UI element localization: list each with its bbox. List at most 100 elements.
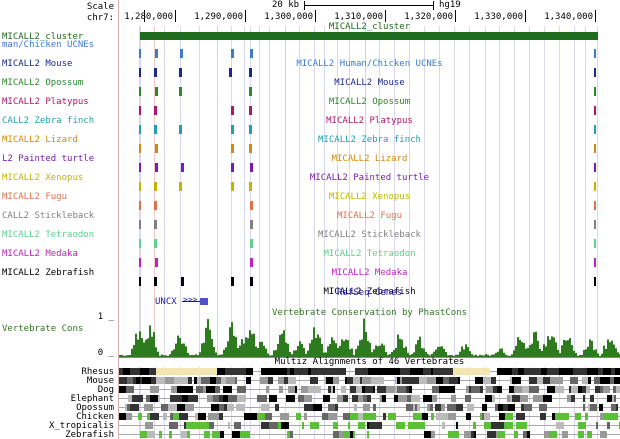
track-element[interactable] — [250, 201, 253, 210]
multiz-species-label[interactable]: Mouse — [86, 376, 114, 386]
track-element[interactable] — [139, 220, 141, 229]
cons-track-label[interactable]: Vertebrate Cons — [2, 324, 84, 334]
track-element[interactable] — [179, 125, 182, 134]
multiz-row[interactable] — [119, 403, 620, 412]
track-element[interactable] — [154, 239, 157, 248]
track-element[interactable] — [250, 163, 253, 172]
track-element[interactable] — [139, 277, 141, 286]
track-element[interactable] — [594, 49, 596, 58]
track-element[interactable] — [155, 144, 158, 153]
track-element[interactable] — [231, 106, 234, 115]
track-element[interactable] — [594, 277, 596, 286]
track-label[interactable]: MICALL2 Opossum — [2, 78, 84, 88]
multiz-row[interactable] — [119, 385, 620, 394]
track-label[interactable]: MICALL2 Platypus — [2, 97, 89, 107]
multiz-row[interactable] — [119, 367, 620, 376]
track-element[interactable] — [180, 49, 183, 58]
track-label[interactable]: CALL2 Zebra finch — [2, 116, 95, 126]
track-element[interactable] — [250, 49, 253, 58]
multiz-species-label[interactable]: Zebrafish — [65, 430, 114, 439]
cluster-bar[interactable] — [140, 32, 598, 40]
track-element[interactable] — [139, 125, 141, 134]
track-element[interactable] — [231, 163, 234, 172]
track-element[interactable] — [139, 258, 141, 267]
track-element[interactable] — [179, 68, 182, 77]
track-element[interactable] — [155, 87, 158, 96]
track-element[interactable] — [231, 277, 234, 286]
track-element[interactable] — [139, 68, 141, 77]
track-element[interactable] — [249, 144, 252, 153]
track-element[interactable] — [594, 220, 596, 229]
track-label[interactable]: man/Chicken UCNEs — [2, 40, 95, 50]
track-element[interactable] — [250, 239, 253, 248]
track-element[interactable] — [594, 68, 596, 77]
track-element[interactable] — [139, 87, 141, 96]
multiz-row[interactable] — [119, 421, 620, 430]
track-data-area[interactable]: 20 kb hg19 1,280,000 1,290,000 1,300,000 1,… — [119, 0, 620, 439]
multiz-species-label[interactable]: X_tropicalis — [48, 421, 114, 431]
track-element[interactable] — [139, 201, 141, 210]
track-label[interactable]: MICALL2 Mouse — [2, 59, 73, 69]
track-element[interactable] — [139, 239, 141, 248]
multiz-species-label[interactable]: Opossum — [76, 403, 114, 413]
track-element[interactable] — [181, 277, 184, 286]
multiz-species-label[interactable]: Rhesus — [81, 367, 114, 377]
track-element[interactable] — [250, 220, 253, 229]
track-label[interactable]: MICALL2 Xenopus — [2, 173, 84, 183]
multiz-row[interactable] — [119, 376, 620, 385]
track-element[interactable] — [231, 144, 234, 153]
track-element[interactable] — [179, 182, 182, 191]
track-element[interactable] — [249, 125, 252, 134]
multiz-species-label[interactable]: Chicken — [76, 412, 114, 422]
track-element[interactable] — [229, 68, 232, 77]
track-element[interactable] — [181, 163, 184, 172]
track-element[interactable] — [154, 182, 157, 191]
track-element[interactable] — [594, 144, 596, 153]
track-label[interactable]: CALL2 Stickleback — [2, 211, 95, 221]
conservation-plot[interactable] — [119, 314, 620, 358]
track-element[interactable] — [154, 220, 157, 229]
track-element[interactable] — [249, 68, 252, 77]
track-element[interactable] — [594, 182, 596, 191]
multiz-row[interactable] — [119, 430, 620, 439]
track-element[interactable] — [155, 163, 158, 172]
track-element[interactable] — [594, 201, 596, 210]
track-element[interactable] — [594, 106, 596, 115]
track-element[interactable] — [594, 239, 596, 248]
track-label[interactable]: L2 Painted turtle — [2, 154, 95, 164]
track-element[interactable] — [139, 182, 141, 191]
track-element[interactable] — [249, 182, 252, 191]
track-label[interactable]: MICALL2 Tetraodon — [2, 230, 95, 240]
multiz-row[interactable] — [119, 394, 620, 403]
track-label[interactable]: MICALL2 Fugu — [2, 192, 68, 202]
refseq-gene-uncx[interactable]: UNCX >>> — [155, 295, 215, 307]
track-element[interactable] — [154, 125, 157, 134]
track-element[interactable] — [139, 163, 141, 172]
track-element[interactable] — [139, 106, 141, 115]
track-element[interactable] — [155, 49, 158, 58]
track-element[interactable] — [249, 87, 252, 96]
multiz-species-label[interactable]: Dog — [97, 385, 114, 395]
track-element[interactable] — [250, 277, 253, 286]
track-element[interactable] — [594, 163, 596, 172]
multiz-row[interactable] — [119, 412, 620, 421]
multiz-species-label[interactable]: Elephant — [70, 394, 114, 404]
track-element[interactable] — [231, 125, 234, 134]
track-element[interactable] — [594, 87, 596, 96]
track-label[interactable]: MICALL2 Zebrafish — [2, 268, 95, 278]
track-element[interactable] — [139, 49, 141, 58]
track-label[interactable]: MICALL2 Lizard — [2, 135, 78, 145]
track-element[interactable] — [154, 201, 157, 210]
track-element[interactable] — [139, 144, 141, 153]
cluster-track-label[interactable]: MICALL2_cluster — [2, 32, 84, 42]
track-label[interactable]: MICALL2 Medaka — [2, 249, 78, 259]
track-element[interactable] — [154, 106, 157, 115]
track-element[interactable] — [594, 258, 596, 267]
track-element[interactable] — [594, 125, 596, 134]
track-element[interactable] — [231, 49, 234, 58]
track-element[interactable] — [179, 87, 182, 96]
track-element[interactable] — [154, 68, 157, 77]
track-element[interactable] — [249, 106, 252, 115]
track-element[interactable] — [231, 182, 234, 191]
track-element[interactable] — [155, 258, 158, 267]
